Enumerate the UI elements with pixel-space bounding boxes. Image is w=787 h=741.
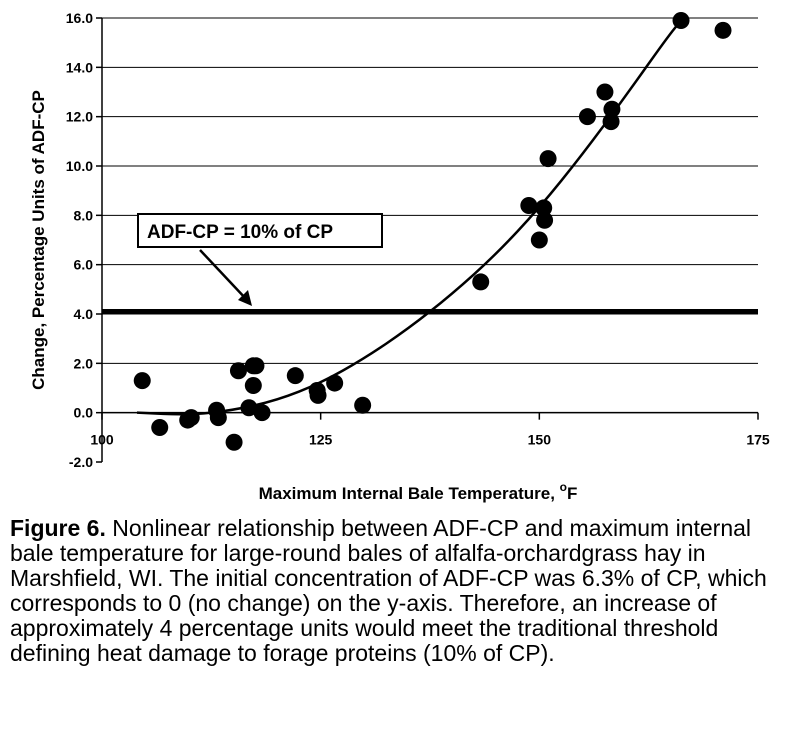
- y-tick-label: 14.0: [66, 59, 93, 75]
- y-tick-label: 12.0: [66, 109, 93, 125]
- data-point: [578, 108, 596, 126]
- data-points: [133, 11, 732, 451]
- x-tick-label: 175: [746, 432, 770, 448]
- figure-caption: Figure 6. Nonlinear relationship between…: [10, 516, 782, 666]
- data-point: [151, 418, 169, 436]
- x-tick-label: 125: [309, 432, 333, 448]
- x-tick-label: 150: [528, 432, 552, 448]
- threshold-arrow-line: [199, 249, 248, 301]
- data-point: [602, 113, 620, 131]
- data-point: [182, 409, 200, 427]
- y-tick-label: 6.0: [74, 257, 94, 273]
- data-point: [539, 150, 557, 168]
- data-point: [225, 433, 243, 451]
- data-point: [714, 21, 732, 39]
- data-point: [247, 357, 265, 375]
- trend-curve-path: [136, 17, 685, 416]
- y-axis-title: Change, Percentage Units of ADF-CP: [29, 90, 48, 390]
- figure-label: Figure 6.: [10, 515, 106, 541]
- y-tick-label: 8.0: [74, 207, 94, 223]
- threshold-label-box: ADF-CP = 10% of CP: [137, 213, 383, 306]
- threshold-label: ADF-CP = 10% of CP: [147, 222, 333, 243]
- data-point: [536, 211, 554, 229]
- data-point: [133, 372, 151, 390]
- data-point: [240, 399, 258, 417]
- y-tick-label: 4.0: [74, 306, 94, 322]
- data-point: [535, 199, 553, 217]
- data-point: [596, 83, 614, 101]
- data-point: [286, 367, 304, 385]
- trend-curve: [136, 17, 685, 416]
- data-point: [520, 196, 538, 214]
- caption-text: Nonlinear relationship between ADF-CP an…: [10, 515, 767, 666]
- scatter-chart: -2.0 0.0 2.0 4.0 6.0 8.0 10.0 12.0 14.0 16.0 100 12…: [29, 10, 770, 503]
- data-point: [530, 231, 548, 249]
- y-tick-label: 2.0: [74, 355, 94, 371]
- data-point: [209, 409, 227, 427]
- data-point: [472, 273, 490, 291]
- data-point: [244, 377, 262, 395]
- y-tick-label: 0.0: [74, 405, 94, 421]
- y-tick-label: -2.0: [69, 454, 93, 470]
- data-point: [326, 374, 344, 392]
- data-point: [229, 362, 247, 380]
- x-tick-label: 100: [90, 432, 114, 448]
- y-tick-label: 10.0: [66, 158, 93, 174]
- x-axis-title: Maximum Internal Bale Temperature, oF: [259, 480, 578, 503]
- tick-labels: -2.0 0.0 2.0 4.0 6.0 8.0 10.0 12.0 14.0 16.0 100 12…: [66, 10, 770, 470]
- data-point: [253, 404, 271, 422]
- data-point: [672, 11, 690, 29]
- data-point: [354, 396, 372, 414]
- y-tick-label: 16.0: [66, 10, 93, 26]
- data-point: [309, 386, 327, 404]
- data-point: [603, 100, 621, 118]
- threshold-arrowhead: [238, 290, 252, 306]
